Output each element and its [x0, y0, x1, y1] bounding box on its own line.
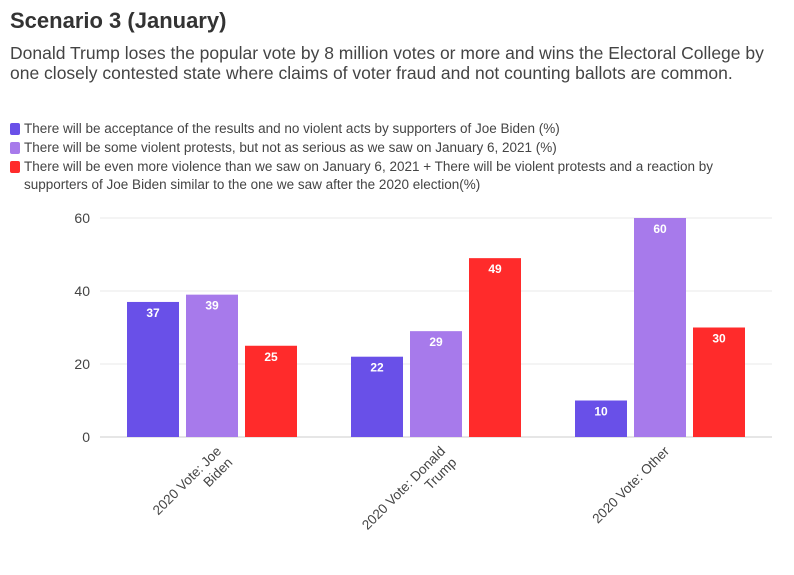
legend-item-some-protests: There will be some violent protests, but…: [10, 139, 750, 157]
bar: [634, 218, 686, 437]
legend-swatch-some-protests: [10, 142, 20, 154]
data-label: 37: [146, 306, 160, 320]
bar: [575, 400, 627, 437]
bar: [351, 356, 403, 437]
y-tick-label: 40: [74, 283, 90, 299]
data-label: 25: [264, 350, 278, 364]
legend-swatch-more-violence: [10, 161, 20, 173]
data-label: 39: [205, 299, 219, 313]
legend-label-acceptance: There will be acceptance of the results …: [24, 121, 560, 136]
x-category-label: 2020 Vote: DonaldTrump: [359, 444, 459, 544]
bar: [693, 327, 745, 437]
y-tick-label: 0: [82, 429, 90, 445]
data-label: 10: [594, 405, 608, 419]
chart-title: Scenario 3 (January): [10, 8, 227, 33]
legend-label-some-protests: There will be some violent protests, but…: [24, 140, 557, 155]
chart-subtitle: Donald Trump loses the popular vote by 8…: [10, 43, 764, 83]
bar: [469, 258, 521, 437]
legend: There will be acceptance of the results …: [10, 120, 750, 195]
legend-label-more-violence: There will be even more violence than we…: [24, 159, 714, 192]
x-category-label-line: 2020 Vote: Other: [589, 443, 672, 526]
y-tick-label: 20: [74, 356, 90, 372]
bar: [186, 294, 238, 437]
y-tick-label: 60: [74, 210, 90, 226]
data-label: 49: [488, 262, 502, 276]
x-category-label: 2020 Vote: Other: [589, 443, 672, 526]
data-label: 60: [653, 222, 667, 236]
data-label: 30: [712, 332, 726, 346]
data-label: 22: [370, 361, 384, 375]
x-category-label: 2020 Vote: JoeBiden: [150, 444, 236, 530]
legend-swatch-acceptance: [10, 123, 20, 135]
bar: [410, 331, 462, 437]
bar: [245, 345, 297, 437]
data-label: 29: [429, 335, 443, 349]
legend-item-acceptance: There will be acceptance of the results …: [10, 120, 750, 138]
legend-item-more-violence: There will be even more violence than we…: [10, 158, 750, 194]
bar: [127, 301, 179, 437]
